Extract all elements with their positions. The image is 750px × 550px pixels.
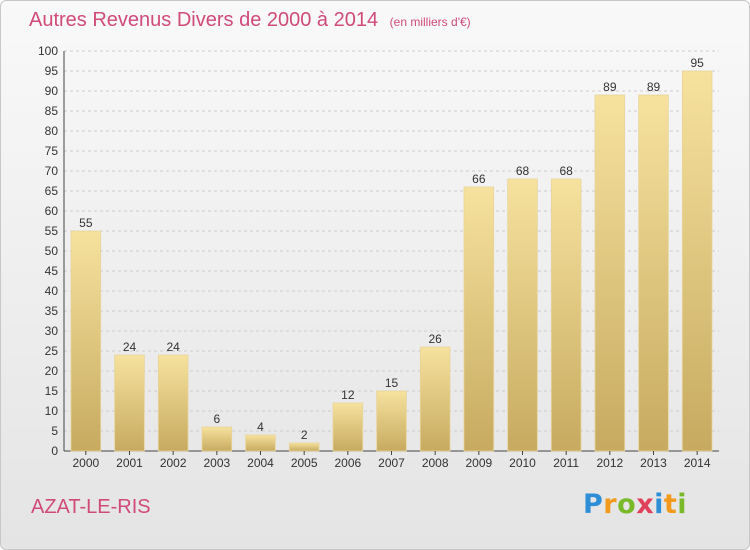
x-tick-label: 2007 bbox=[378, 456, 405, 470]
y-tick-label: 0 bbox=[51, 444, 58, 458]
bar bbox=[157, 354, 189, 452]
x-tick-label: 2012 bbox=[596, 456, 623, 470]
bar bbox=[681, 70, 713, 452]
data-label: 12 bbox=[341, 388, 355, 402]
y-tick-label: 15 bbox=[45, 384, 59, 398]
x-tick-label: 2003 bbox=[203, 456, 230, 470]
data-label: 89 bbox=[647, 80, 661, 94]
data-label: 2 bbox=[301, 428, 308, 442]
y-tick-label: 25 bbox=[45, 344, 59, 358]
y-tick-label: 75 bbox=[45, 144, 59, 158]
y-tick-label: 90 bbox=[45, 84, 59, 98]
brand-letter: r bbox=[603, 489, 618, 520]
bar bbox=[507, 178, 538, 452]
x-tick-label: 2010 bbox=[509, 456, 536, 470]
x-tick-label: 2014 bbox=[684, 456, 711, 470]
data-label: 6 bbox=[213, 412, 220, 426]
x-tick-label: 2005 bbox=[291, 456, 318, 470]
bar bbox=[550, 178, 582, 452]
y-tick-label: 35 bbox=[45, 304, 59, 318]
y-tick-label: 45 bbox=[45, 264, 59, 278]
chart-title-text: Autres Revenus Divers de 2000 à 2014 bbox=[29, 9, 379, 31]
chart-title: Autres Revenus Divers de 2000 à 2014 (en… bbox=[29, 9, 471, 32]
data-label: 15 bbox=[385, 376, 399, 390]
data-label: 26 bbox=[428, 332, 442, 346]
y-tick-label: 100 bbox=[38, 44, 58, 58]
bar bbox=[419, 346, 451, 452]
y-tick-label: 5 bbox=[51, 424, 58, 438]
data-label: 4 bbox=[257, 420, 264, 434]
brand-letter: t bbox=[663, 489, 678, 520]
proxiti-logo: Proxiti bbox=[583, 489, 687, 520]
bar bbox=[114, 354, 145, 452]
data-label: 68 bbox=[559, 164, 573, 178]
x-tick-label: 2001 bbox=[116, 456, 143, 470]
x-tick-label: 2004 bbox=[247, 456, 274, 470]
data-label: 89 bbox=[603, 80, 617, 94]
data-label: 24 bbox=[166, 340, 180, 354]
y-tick-label: 30 bbox=[45, 324, 59, 338]
data-label: 95 bbox=[690, 56, 704, 70]
y-tick-label: 95 bbox=[45, 64, 59, 78]
x-tick-label: 2006 bbox=[334, 456, 361, 470]
brand-letter: x bbox=[636, 489, 655, 520]
x-tick-label: 2011 bbox=[553, 456, 579, 470]
data-label: 55 bbox=[79, 216, 93, 230]
y-tick-label: 20 bbox=[45, 364, 59, 378]
brand-letter: o bbox=[617, 489, 637, 520]
x-tick-label: 2008 bbox=[422, 456, 449, 470]
location-name: AZAT-LE-RIS bbox=[31, 496, 151, 518]
x-tick-label: 2013 bbox=[640, 456, 667, 470]
data-label: 66 bbox=[472, 172, 486, 186]
brand-letter: P bbox=[583, 489, 604, 520]
bar bbox=[463, 186, 495, 452]
y-tick-label: 60 bbox=[45, 204, 59, 218]
brand-letter: i bbox=[677, 489, 688, 520]
bar bbox=[594, 94, 626, 452]
bar bbox=[70, 230, 102, 452]
y-tick-label: 65 bbox=[45, 184, 59, 198]
y-tick-label: 55 bbox=[45, 224, 59, 238]
x-tick-label: 2009 bbox=[465, 456, 492, 470]
data-label: 24 bbox=[123, 340, 137, 354]
data-label: 68 bbox=[516, 164, 530, 178]
brand-letter: i bbox=[654, 489, 664, 520]
y-tick-label: 40 bbox=[45, 284, 59, 298]
bar bbox=[332, 402, 364, 452]
chart-subtitle: (en milliers d'€) bbox=[389, 15, 471, 29]
bar bbox=[201, 426, 233, 452]
y-tick-label: 70 bbox=[45, 164, 59, 178]
bar bbox=[288, 442, 320, 452]
y-tick-label: 85 bbox=[45, 104, 59, 118]
y-tick-label: 10 bbox=[45, 404, 59, 418]
bar bbox=[245, 434, 276, 452]
bar bbox=[638, 94, 669, 452]
y-tick-label: 80 bbox=[45, 124, 59, 138]
y-tick-label: 50 bbox=[45, 244, 59, 258]
bar bbox=[376, 390, 407, 452]
x-tick-label: 2000 bbox=[72, 456, 99, 470]
x-tick-label: 2002 bbox=[160, 456, 187, 470]
